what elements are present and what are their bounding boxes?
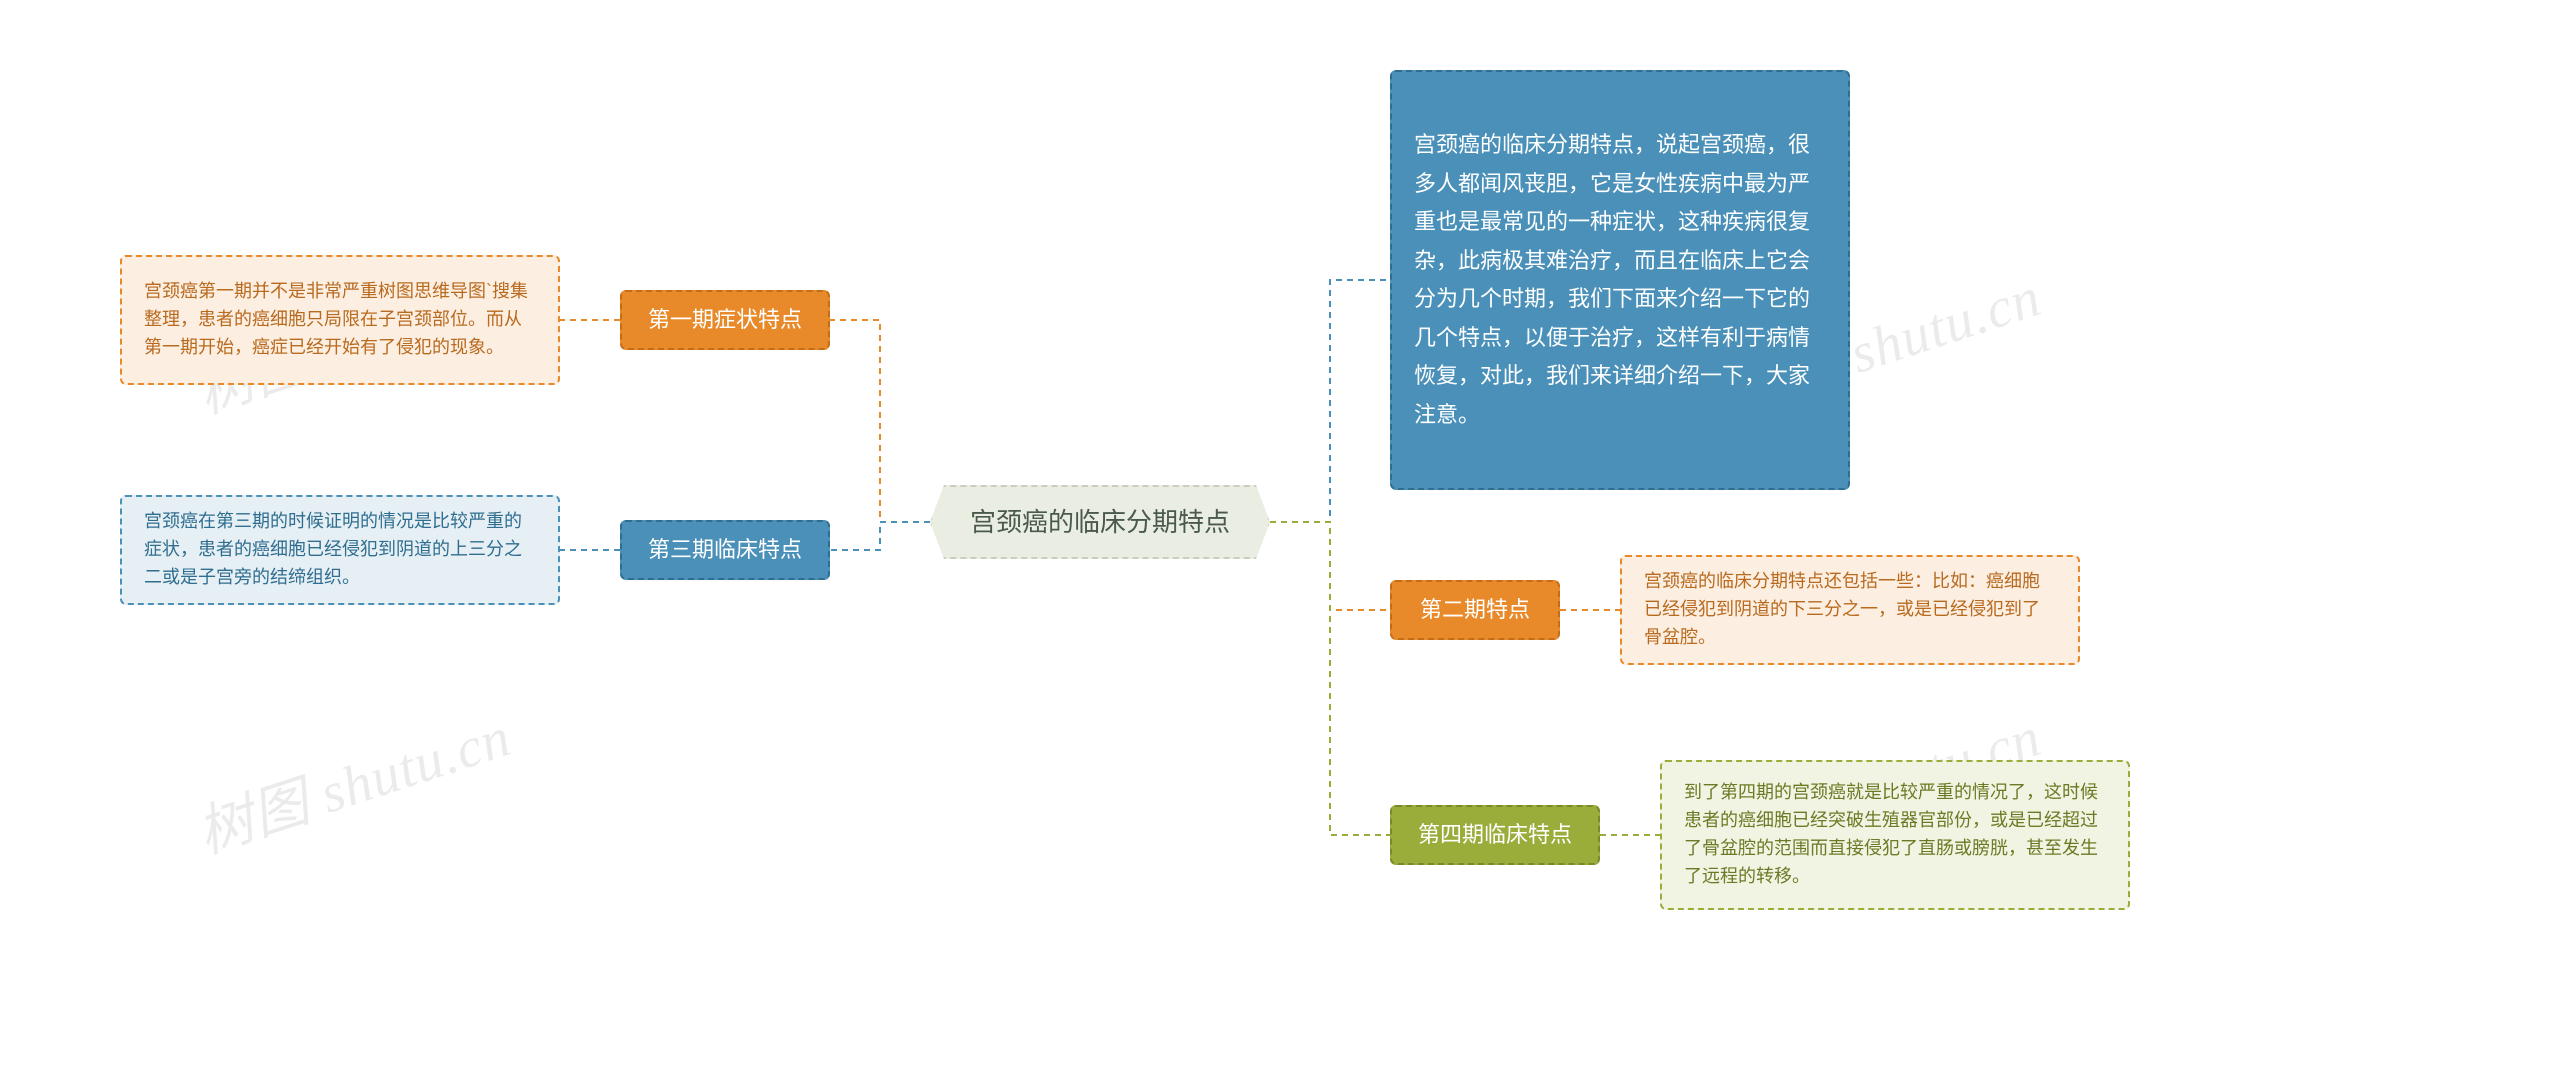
central-label: 宫颈癌的临床分期特点	[970, 502, 1230, 542]
branch-stage3-label: 第三期临床特点	[648, 533, 802, 567]
leaf-intro-text: 宫颈癌的临床分期特点，说起宫颈癌，很多人都闻风丧胆，它是女性疾病中最为严重也是最…	[1414, 126, 1826, 434]
leaf-stage1-text: 宫颈癌第一期并不是非常严重树图思维导图`搜集整理，患者的癌细胞只局限在子宫颈部位…	[144, 278, 536, 362]
branch-stage2: 第二期特点	[1390, 580, 1560, 640]
leaf-stage4: 到了第四期的宫颈癌就是比较严重的情况了，这时候患者的癌细胞已经突破生殖器官部份，…	[1660, 760, 2130, 910]
leaf-intro: 宫颈癌的临床分期特点，说起宫颈癌，很多人都闻风丧胆，它是女性疾病中最为严重也是最…	[1390, 70, 1850, 490]
branch-stage4: 第四期临床特点	[1390, 805, 1600, 865]
watermark-3: 树图 shutu.cn	[185, 692, 519, 870]
leaf-stage1: 宫颈癌第一期并不是非常严重树图思维导图`搜集整理，患者的癌细胞只局限在子宫颈部位…	[120, 255, 560, 385]
branch-stage1: 第一期症状特点	[620, 290, 830, 350]
leaf-stage2: 宫颈癌的临床分期特点还包括一些：比如：癌细胞已经侵犯到阴道的下三分之一，或是已经…	[1620, 555, 2080, 665]
leaf-stage4-text: 到了第四期的宫颈癌就是比较严重的情况了，这时候患者的癌细胞已经突破生殖器官部份，…	[1684, 779, 2106, 891]
branch-stage3: 第三期临床特点	[620, 520, 830, 580]
branch-stage4-label: 第四期临床特点	[1418, 818, 1572, 852]
leaf-stage2-text: 宫颈癌的临床分期特点还包括一些：比如：癌细胞已经侵犯到阴道的下三分之一，或是已经…	[1644, 568, 2056, 652]
leaf-stage3: 宫颈癌在第三期的时候证明的情况是比较严重的症状，患者的癌细胞已经侵犯到阴道的上三…	[120, 495, 560, 605]
branch-stage2-label: 第二期特点	[1420, 593, 1530, 627]
leaf-stage3-text: 宫颈癌在第三期的时候证明的情况是比较严重的症状，患者的癌细胞已经侵犯到阴道的上三…	[144, 508, 536, 592]
branch-stage1-label: 第一期症状特点	[648, 303, 802, 337]
central-node: 宫颈癌的临床分期特点	[930, 485, 1270, 559]
